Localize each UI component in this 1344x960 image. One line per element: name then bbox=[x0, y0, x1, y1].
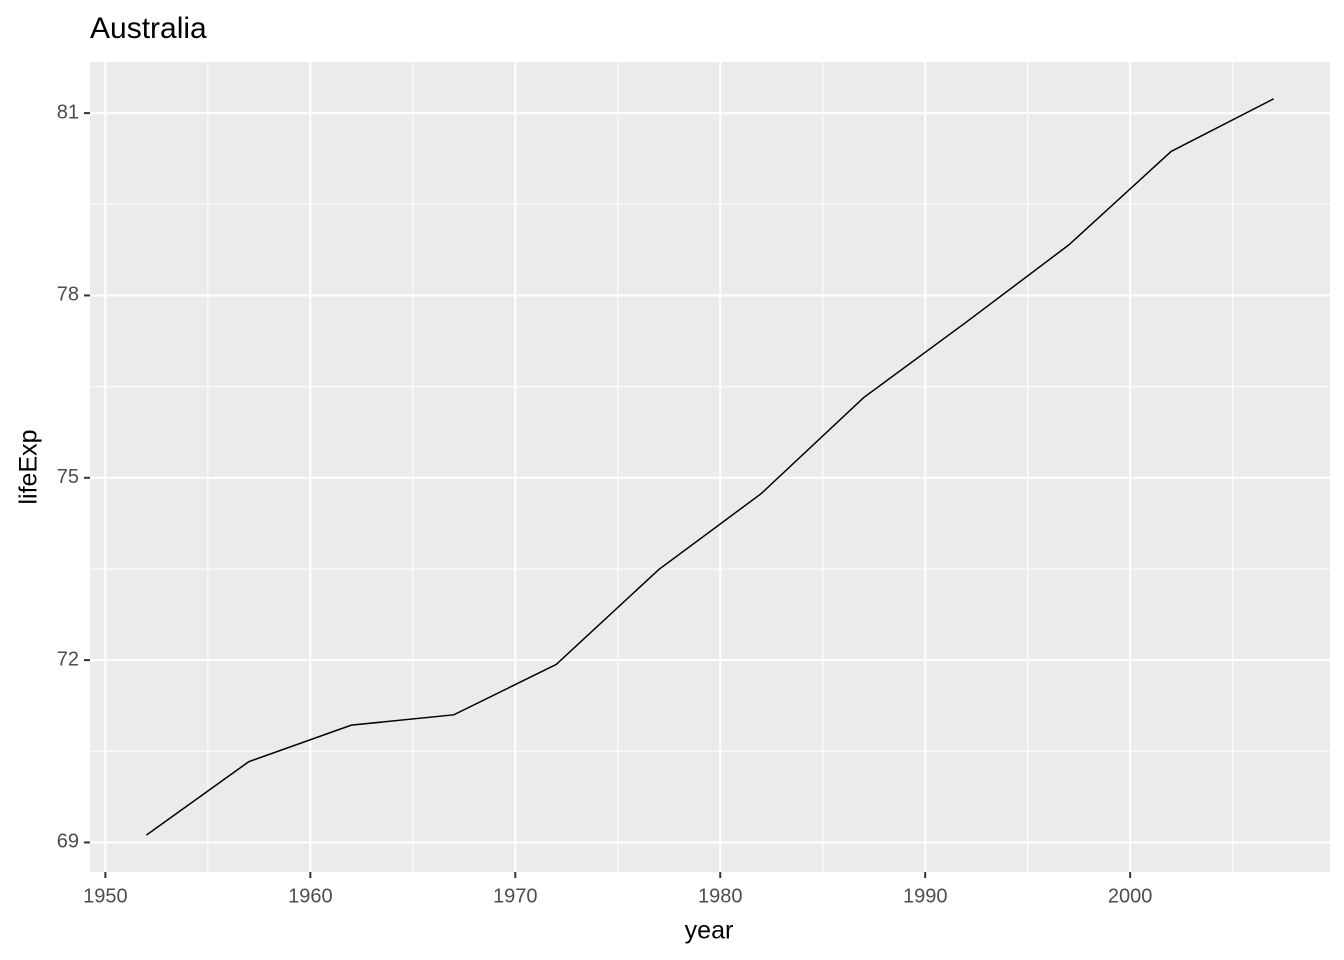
chart-title: Australia bbox=[90, 12, 207, 45]
panel bbox=[90, 62, 1330, 872]
y-axis-title: lifeExp bbox=[15, 429, 43, 504]
x-axis-title: year bbox=[685, 917, 734, 945]
x-tick-label: 1960 bbox=[288, 885, 333, 907]
line bbox=[145, 98, 1274, 836]
y-tick-label: 78 bbox=[57, 284, 79, 306]
x-tick-label: 1950 bbox=[83, 885, 128, 907]
y-tick-label: 72 bbox=[57, 648, 79, 670]
y-tick-label: 69 bbox=[57, 831, 79, 853]
x-tick-label: 2000 bbox=[1108, 885, 1153, 907]
x-tick-label: 1970 bbox=[493, 885, 538, 907]
y-tick-label: 75 bbox=[57, 466, 79, 488]
x-tick-label: 1990 bbox=[903, 885, 948, 907]
grid bbox=[90, 62, 1330, 872]
x-tick-label: 1980 bbox=[698, 885, 743, 907]
y-tick-label: 81 bbox=[57, 101, 79, 123]
